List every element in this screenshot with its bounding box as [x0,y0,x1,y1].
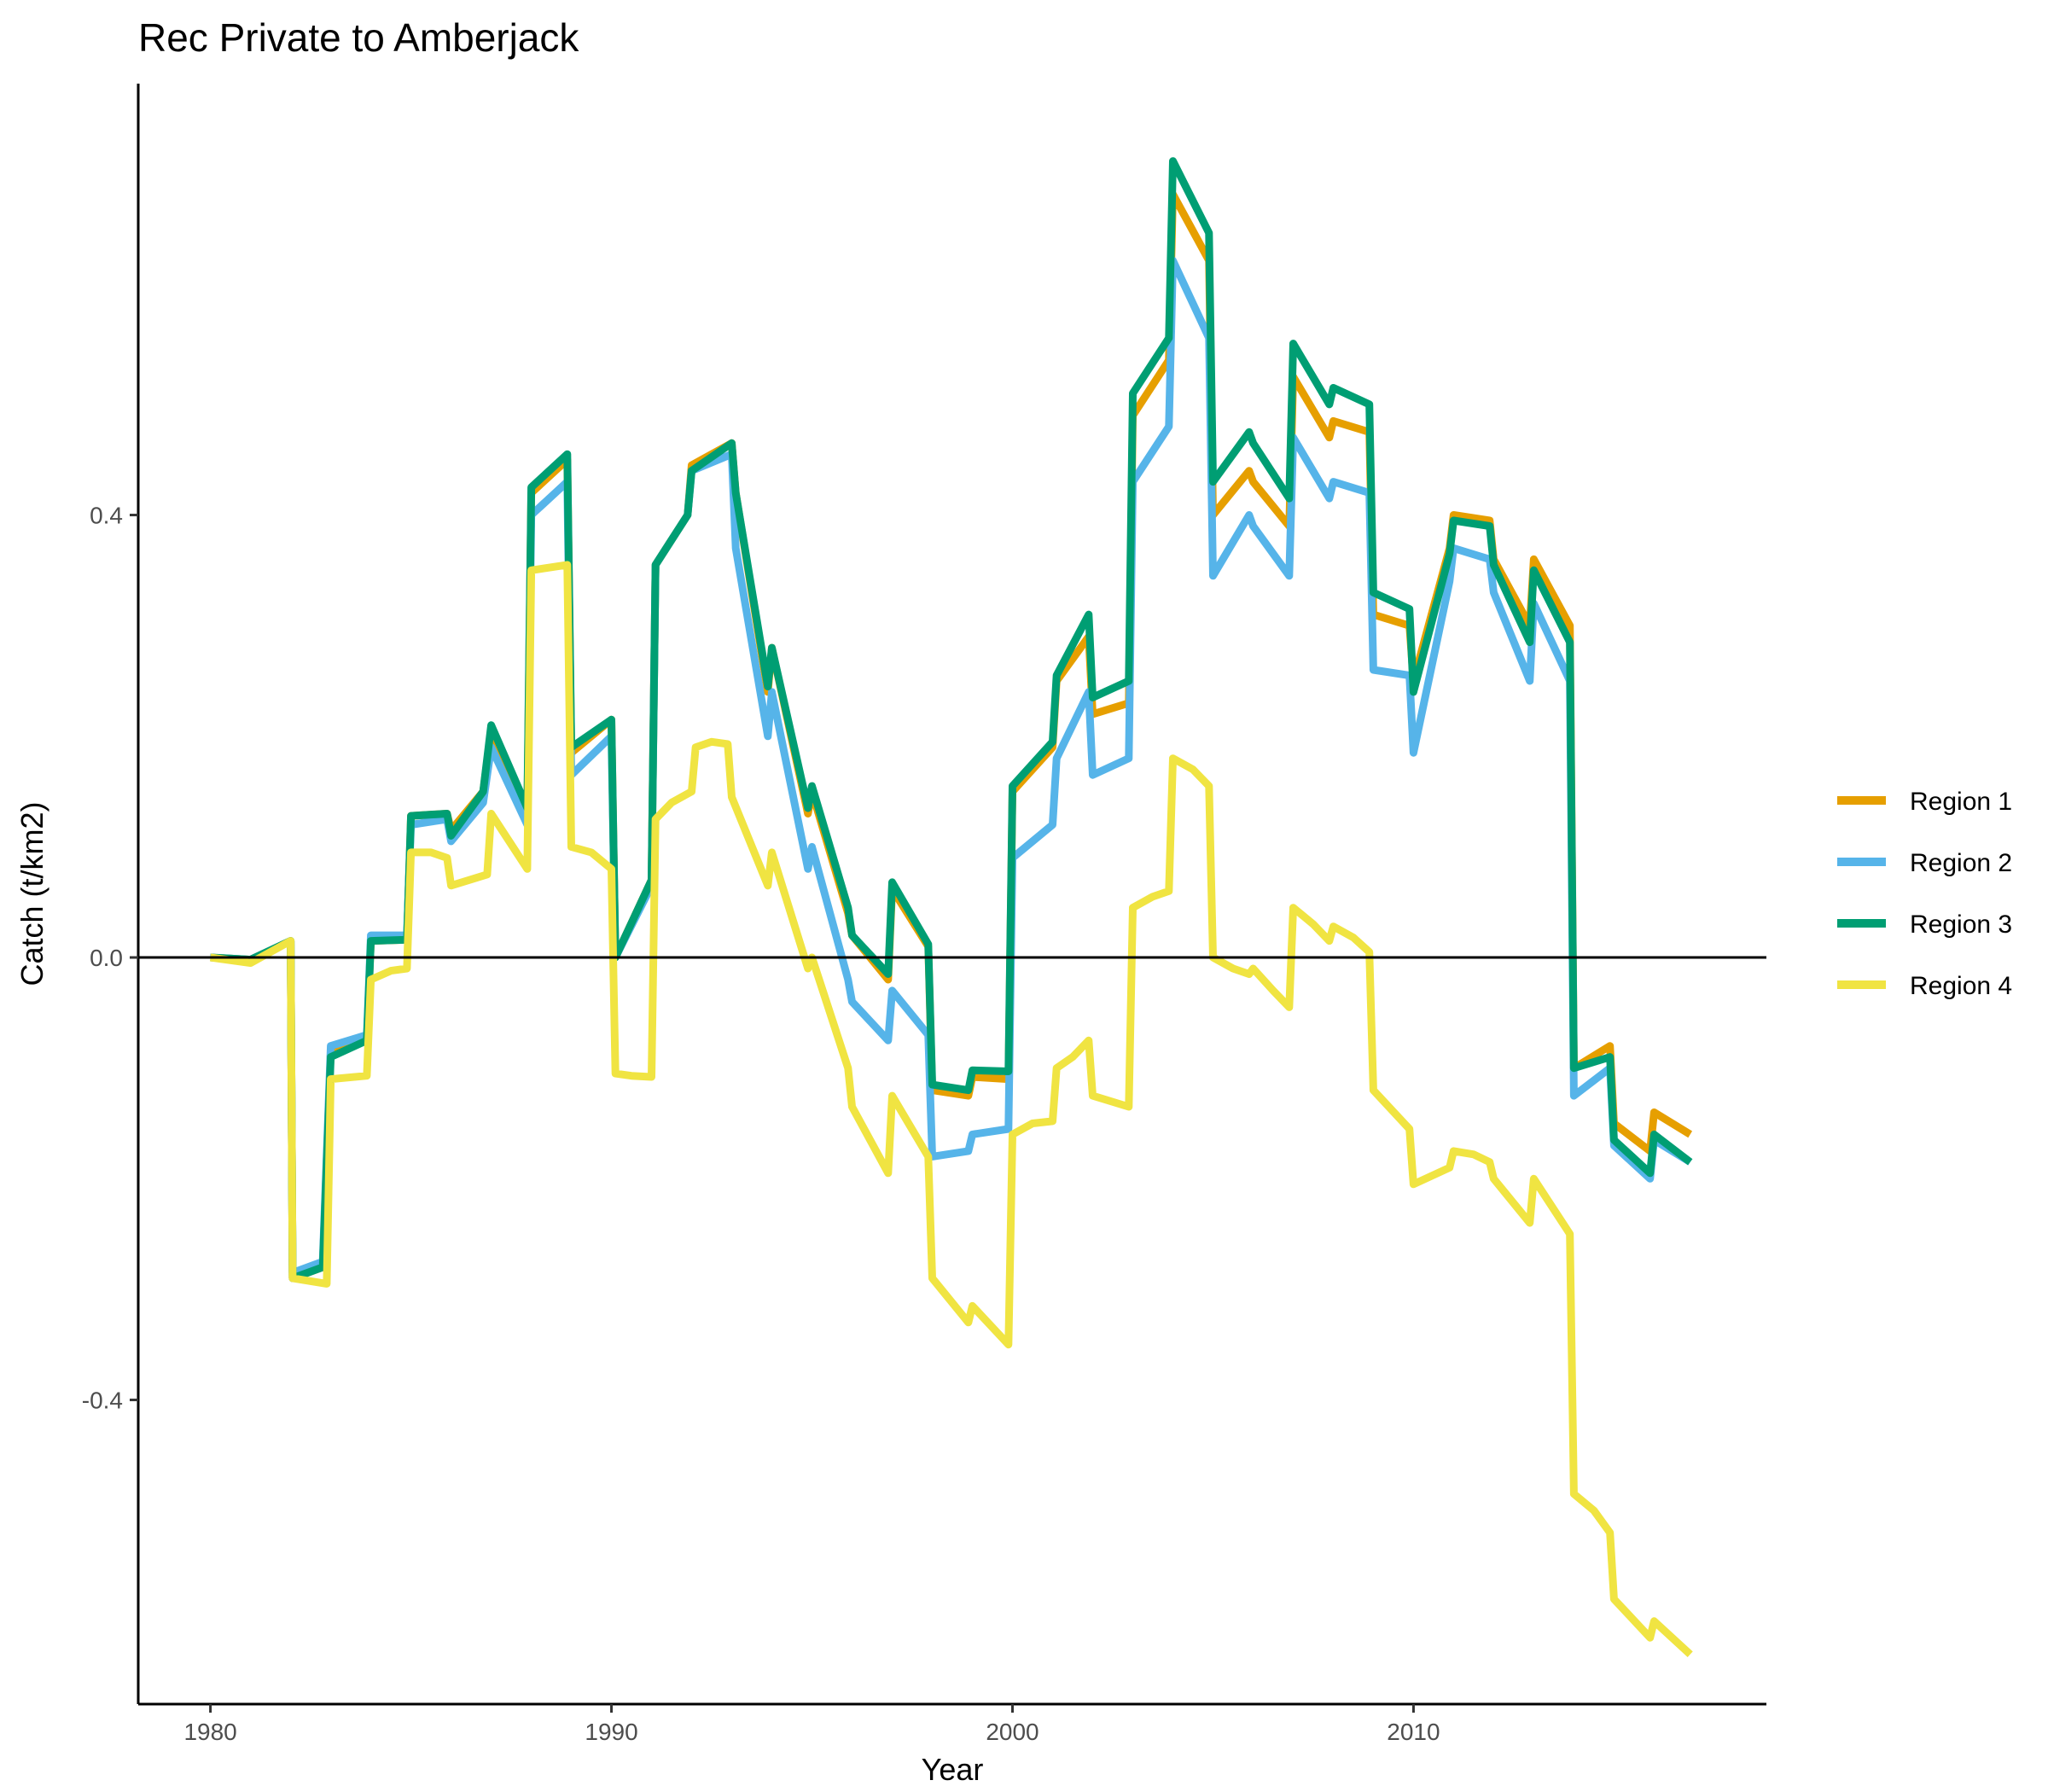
x-tick-label-1980: 1980 [183,1719,236,1745]
legend-label-region-1: Region 1 [1910,788,2012,816]
series-line-region-3 [210,157,1693,1283]
x-tick-label-1990: 1990 [585,1719,637,1745]
series-layer [209,157,1693,1658]
x-tick-label-2010: 2010 [1387,1719,1440,1745]
legend-label-region-2: Region 2 [1910,849,2012,877]
x-tick-label-2000: 2000 [986,1719,1039,1745]
legend: Region 1 Region 2 Region 3 Region 4 [1837,788,2012,1000]
x-axis-title: Year [922,1752,984,1787]
axes-layer [137,84,1766,1706]
chart-title: Rec Private to Amberjack [138,15,579,60]
y-tick-label-1: 0.0 [90,945,123,971]
series-line-region-1 [210,190,1693,1283]
legend-label-region-3: Region 3 [1910,911,2012,939]
y-axis-title: Catch (t/km2) [15,801,49,986]
legend-label-region-4: Region 4 [1910,972,2012,1000]
y-tick-label-2: 0.4 [90,503,123,529]
series-line-region-2 [210,256,1693,1277]
y-tick-label-0: -0.4 [82,1388,123,1414]
ticks-layer: 1980 1990 2000 2010 -0.4 0.0 0.4 [82,503,1440,1745]
series-line-region-4 [209,561,1693,1658]
